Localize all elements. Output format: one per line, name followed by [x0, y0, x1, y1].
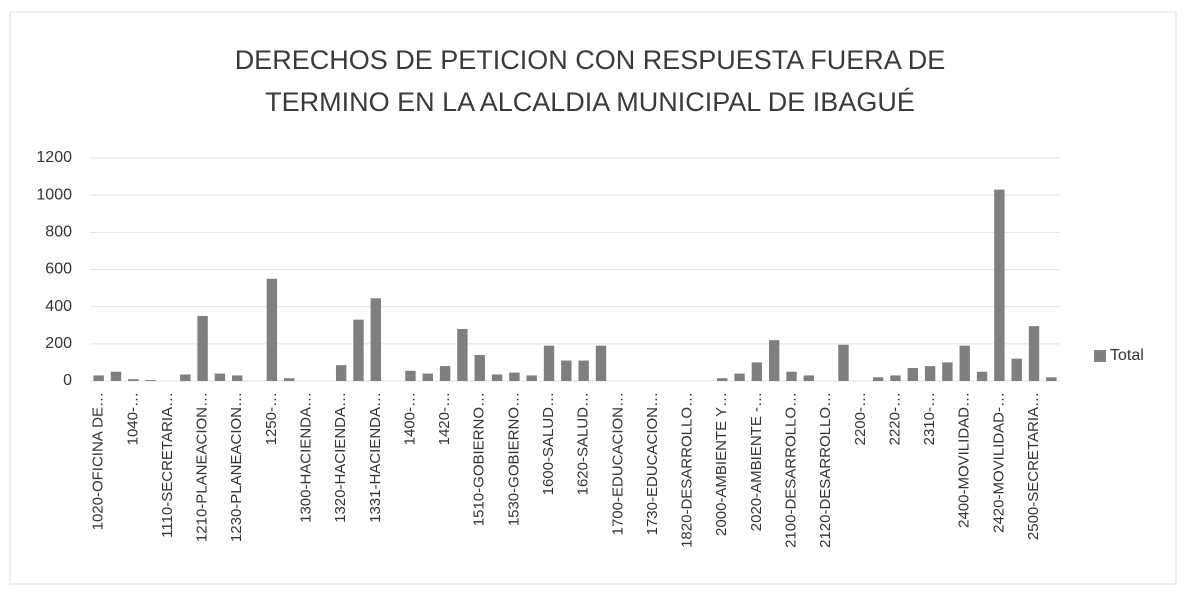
bar — [474, 354, 485, 381]
bar — [959, 345, 970, 381]
x-tick-label: 2200-… — [852, 392, 869, 445]
x-tick-label: 1331-HACIENDA… — [367, 392, 384, 523]
bar — [491, 374, 503, 381]
y-tick-label: 1000 — [36, 186, 72, 203]
bar — [838, 344, 849, 381]
x-tick-label: 1700-EDUCACION… — [609, 392, 626, 535]
bar — [284, 378, 295, 381]
bar — [180, 374, 191, 381]
bar — [353, 319, 364, 381]
x-tick-label: 1600-SALUD… — [540, 392, 557, 495]
y-tick-label: 800 — [45, 224, 72, 241]
y-tick-label: 600 — [45, 261, 72, 278]
bar — [578, 360, 589, 381]
x-tick-label: 2120-DESARROLLO… — [817, 392, 834, 548]
bar — [422, 373, 433, 381]
x-tick-label: 1300-HACIENDA… — [297, 392, 314, 523]
x-tick-label: 1250-… — [263, 392, 280, 445]
bar — [561, 360, 572, 381]
bar — [457, 328, 468, 381]
legend-label: Total — [1110, 347, 1144, 364]
x-tick-label: 1820-DESARROLLO… — [679, 392, 696, 548]
bar — [924, 366, 936, 381]
bar — [405, 370, 416, 381]
bar — [1028, 326, 1040, 381]
bar — [907, 367, 918, 381]
bar — [509, 372, 520, 381]
y-tick-label: 400 — [45, 298, 72, 315]
bar — [803, 375, 815, 381]
bar — [976, 371, 988, 381]
chart-border — [9, 11, 1177, 585]
bar — [872, 377, 884, 381]
x-tick-label: 2310-… — [921, 392, 938, 445]
bar — [197, 315, 208, 381]
x-tick-label: 1210-PLANEACION… — [194, 392, 211, 542]
y-tick-label: 0 — [63, 372, 72, 389]
bar — [890, 375, 901, 381]
bar — [439, 366, 451, 381]
x-tick-label: 1320-HACIENDA… — [332, 392, 349, 523]
bar — [335, 365, 347, 381]
x-tick-label: 2020-AMBIENTE -… — [748, 392, 765, 531]
bar — [110, 371, 122, 381]
bar — [786, 371, 797, 381]
bar — [232, 375, 243, 381]
bar — [1046, 377, 1057, 381]
bar — [145, 380, 156, 381]
x-tick-label: 1020-OFICINA DE… — [90, 392, 107, 530]
x-tick-label: 2400-MOVILIDAD… — [956, 392, 973, 528]
x-tick-label: 1110-SECRETARIA… — [159, 392, 176, 538]
bar — [214, 373, 226, 381]
bar — [266, 278, 278, 381]
y-tick-label: 1200 — [36, 149, 72, 166]
x-tick-label: 2500-SECRETARIA… — [1025, 392, 1042, 540]
x-tick-label: 1040-… — [124, 392, 141, 445]
bar — [526, 375, 537, 381]
chart-title: TERMINO EN LA ALCALDIA MUNICIPAL DE IBAG… — [265, 87, 915, 117]
x-tick-label: 2220-… — [886, 392, 903, 445]
bar — [942, 362, 953, 381]
legend-swatch — [1094, 350, 1106, 362]
x-tick-label: 2000-AMBIENTE Y… — [713, 392, 730, 536]
x-tick-label: 2420-MOVILIDAD-… — [990, 392, 1007, 533]
bar — [751, 362, 763, 381]
bar — [994, 189, 1005, 381]
x-tick-label: 1510-GOBIERNO… — [471, 392, 488, 526]
bar — [717, 378, 728, 381]
bar — [93, 375, 104, 381]
x-tick-label: 1400-… — [401, 392, 418, 445]
bar — [1011, 358, 1022, 381]
x-tick-label: 1620-SALUD… — [575, 392, 592, 495]
bar — [734, 373, 745, 381]
bar — [543, 345, 555, 381]
bar — [769, 340, 780, 381]
bar — [128, 379, 139, 381]
x-tick-label: 2100-DESARROLLO… — [782, 392, 799, 548]
x-tick-label: 1730-EDUCACION… — [644, 392, 661, 535]
chart-title: DERECHOS DE PETICION CON RESPUESTA FUERA… — [235, 45, 946, 75]
y-tick-label: 200 — [45, 335, 72, 352]
bar — [595, 345, 607, 381]
x-tick-label: 1230-PLANEACION… — [228, 392, 245, 542]
x-tick-label: 1420-… — [436, 392, 453, 445]
bar — [370, 298, 381, 381]
x-tick-label: 1530-GOBIERNO… — [505, 392, 522, 526]
